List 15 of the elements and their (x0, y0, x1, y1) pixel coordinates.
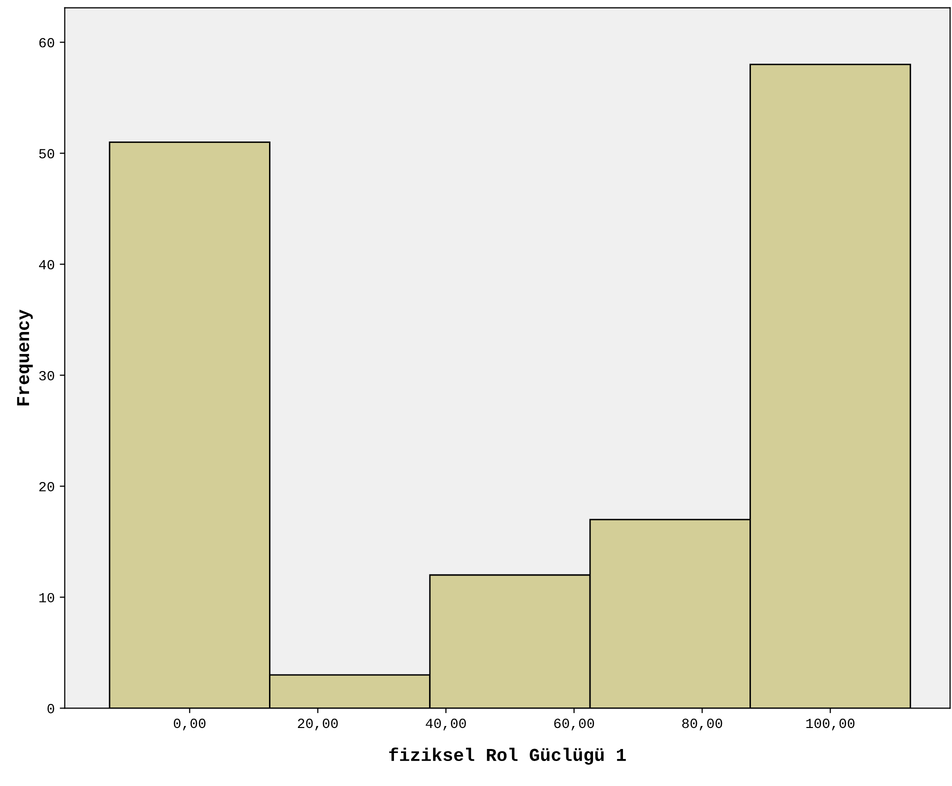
y-tick-label: 50 (39, 148, 54, 158)
x-tick-label: 80,00 (682, 718, 722, 730)
y-tick-label: 30 (39, 370, 54, 380)
x-tick-label: 0,00 (174, 718, 206, 730)
y-tick-label: 0 (48, 704, 54, 714)
x-tick-label: 60,00 (554, 718, 594, 730)
y-tick-label: 20 (39, 482, 54, 492)
x-axis-title: fiziksel Rol Güclügü 1 (389, 748, 626, 765)
x-tick-label: 40,00 (426, 718, 466, 730)
y-tick-label: 60 (39, 38, 54, 48)
y-tick-label: 40 (39, 260, 54, 270)
y-tick-label: 10 (39, 592, 54, 602)
x-tick-label: 100,00 (806, 718, 854, 730)
y-axis-title: Frequency (17, 310, 33, 406)
x-tick-label: 20,00 (298, 718, 338, 730)
